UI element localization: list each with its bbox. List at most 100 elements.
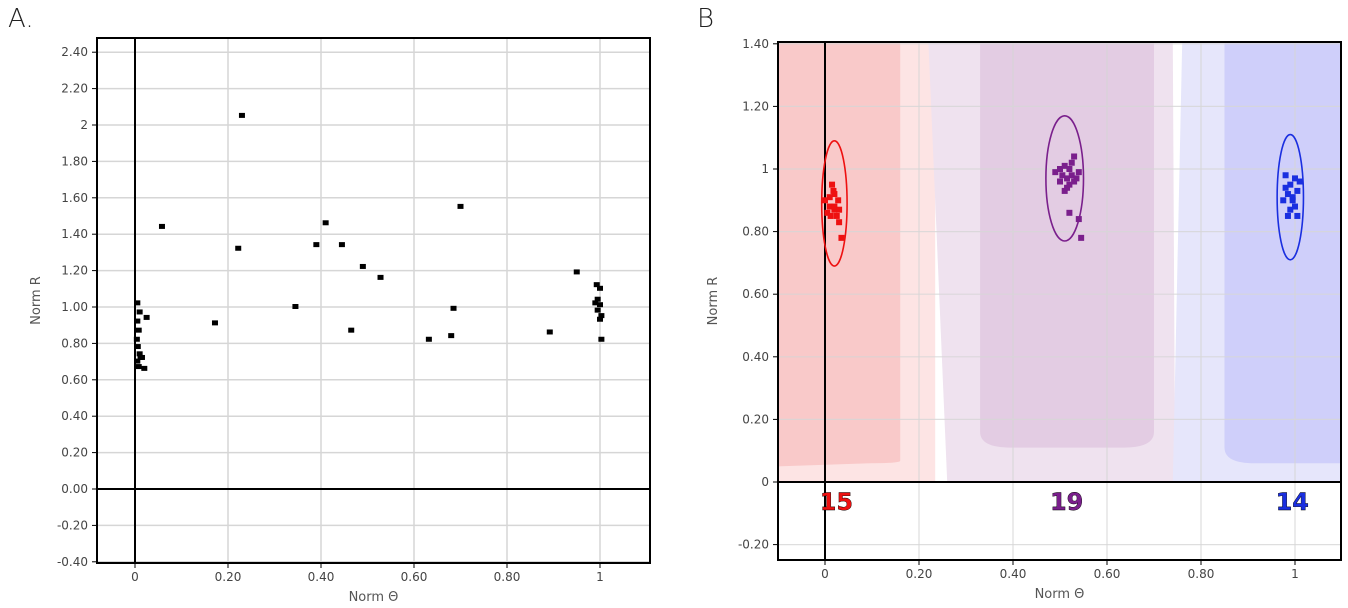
data-point bbox=[598, 336, 605, 342]
data-point bbox=[338, 242, 345, 248]
region-purple bbox=[980, 42, 1154, 448]
data-point-purple bbox=[1071, 153, 1078, 160]
data-point-purple bbox=[1061, 187, 1068, 194]
data-point-red bbox=[827, 212, 834, 219]
x-tick-label: 0.20 bbox=[906, 567, 933, 581]
data-point-red bbox=[831, 191, 838, 198]
x-tick-label: 1 bbox=[1291, 567, 1299, 581]
data-point-purple bbox=[1064, 184, 1071, 191]
data-point-purple bbox=[1057, 178, 1063, 185]
data-point-purple bbox=[1075, 216, 1082, 223]
data-point bbox=[457, 203, 464, 209]
data-point-blue bbox=[1282, 184, 1289, 191]
x-tick-label: 0.20 bbox=[215, 570, 242, 584]
data-point bbox=[594, 296, 601, 302]
cluster-count-blue: 14 bbox=[1276, 488, 1309, 516]
y-axis-label: Norm R bbox=[706, 277, 721, 326]
data-point-blue bbox=[1280, 197, 1287, 204]
data-point bbox=[313, 242, 320, 248]
data-point-blue bbox=[1294, 212, 1301, 219]
y-tick-label: 1.00 bbox=[61, 300, 88, 314]
y-tick-label: 0.40 bbox=[61, 409, 88, 423]
data-point-purple bbox=[1052, 169, 1059, 176]
data-point bbox=[143, 314, 150, 320]
data-point bbox=[448, 333, 455, 339]
data-point-purple bbox=[1066, 181, 1073, 188]
cluster-ellipse-blue bbox=[1276, 133, 1305, 261]
data-point-red bbox=[831, 206, 838, 213]
x-tick-label: 0.40 bbox=[1000, 567, 1027, 581]
data-point-red bbox=[830, 187, 837, 194]
y-tick-label: -0.40 bbox=[57, 555, 88, 569]
data-point-red bbox=[833, 212, 840, 219]
data-point bbox=[377, 274, 384, 280]
data-point-purple bbox=[1071, 178, 1078, 185]
data-point-blue bbox=[1296, 178, 1303, 185]
y-tick-label: 0 bbox=[761, 475, 769, 489]
y-tick-label: 0.20 bbox=[61, 446, 88, 460]
x-tick-label: 0.80 bbox=[494, 570, 521, 584]
data-point-red bbox=[835, 197, 842, 204]
y-tick-label: 2.20 bbox=[61, 82, 88, 96]
data-point-purple bbox=[1073, 175, 1080, 182]
y-tick-label: 0.60 bbox=[742, 287, 769, 301]
data-point-blue bbox=[1287, 206, 1294, 213]
data-point bbox=[235, 245, 242, 251]
data-point-blue bbox=[1282, 172, 1289, 179]
x-tick-label: 0 bbox=[131, 570, 139, 584]
data-point bbox=[450, 305, 457, 311]
data-point-purple bbox=[1059, 172, 1066, 179]
data-point bbox=[425, 336, 432, 342]
x-axis-label: Norm Θ bbox=[1035, 587, 1085, 602]
data-point-blue bbox=[1292, 203, 1298, 210]
data-point bbox=[136, 351, 143, 357]
y-tick-label: 1.80 bbox=[61, 154, 88, 168]
x-tick-label: 0.40 bbox=[308, 570, 335, 584]
data-point-purple bbox=[1068, 172, 1075, 179]
data-point bbox=[292, 304, 299, 309]
y-tick-label: 0.60 bbox=[61, 373, 88, 387]
data-point bbox=[136, 309, 143, 315]
data-point-blue bbox=[1284, 212, 1291, 219]
data-point-red bbox=[838, 234, 845, 241]
cluster-ellipse-red bbox=[820, 140, 848, 267]
y-tick-label: 1.20 bbox=[742, 99, 769, 113]
region-blue bbox=[1224, 42, 1341, 464]
y-tick-label: 1.60 bbox=[61, 191, 88, 205]
data-point-blue bbox=[1289, 194, 1296, 201]
data-point-purple bbox=[1066, 209, 1073, 216]
data-point-blue bbox=[1294, 187, 1301, 194]
data-point-blue bbox=[1284, 191, 1291, 198]
data-point bbox=[593, 282, 600, 288]
data-point-red bbox=[836, 219, 843, 226]
y-tick-label: 0.00 bbox=[61, 482, 88, 496]
data-point bbox=[134, 300, 141, 306]
data-point bbox=[238, 112, 245, 118]
x-tick-label: 0 bbox=[821, 567, 829, 581]
plot-frame-a bbox=[96, 37, 651, 564]
data-point bbox=[348, 327, 355, 333]
data-point bbox=[133, 336, 140, 342]
cluster-ellipse-purple bbox=[1045, 114, 1085, 242]
data-point bbox=[597, 316, 603, 322]
data-point-purple bbox=[1061, 162, 1068, 169]
y-tick-label: 1.40 bbox=[742, 37, 769, 51]
data-point-red bbox=[829, 181, 836, 188]
panel-a-label: A. bbox=[8, 4, 34, 34]
data-point bbox=[322, 220, 329, 226]
x-tick-label: 0.80 bbox=[1188, 567, 1215, 581]
x-tick-label: 0.60 bbox=[1094, 567, 1121, 581]
data-point-purple bbox=[1078, 234, 1085, 241]
data-point-red bbox=[822, 197, 828, 204]
data-point bbox=[594, 307, 601, 313]
data-point bbox=[158, 223, 165, 229]
data-point bbox=[134, 344, 141, 350]
data-point bbox=[135, 364, 142, 370]
plot-frame-b bbox=[777, 41, 1342, 561]
y-tick-label: 0.20 bbox=[742, 412, 769, 426]
data-point bbox=[134, 358, 141, 364]
data-point bbox=[597, 302, 603, 308]
data-point-purple bbox=[1057, 166, 1063, 172]
